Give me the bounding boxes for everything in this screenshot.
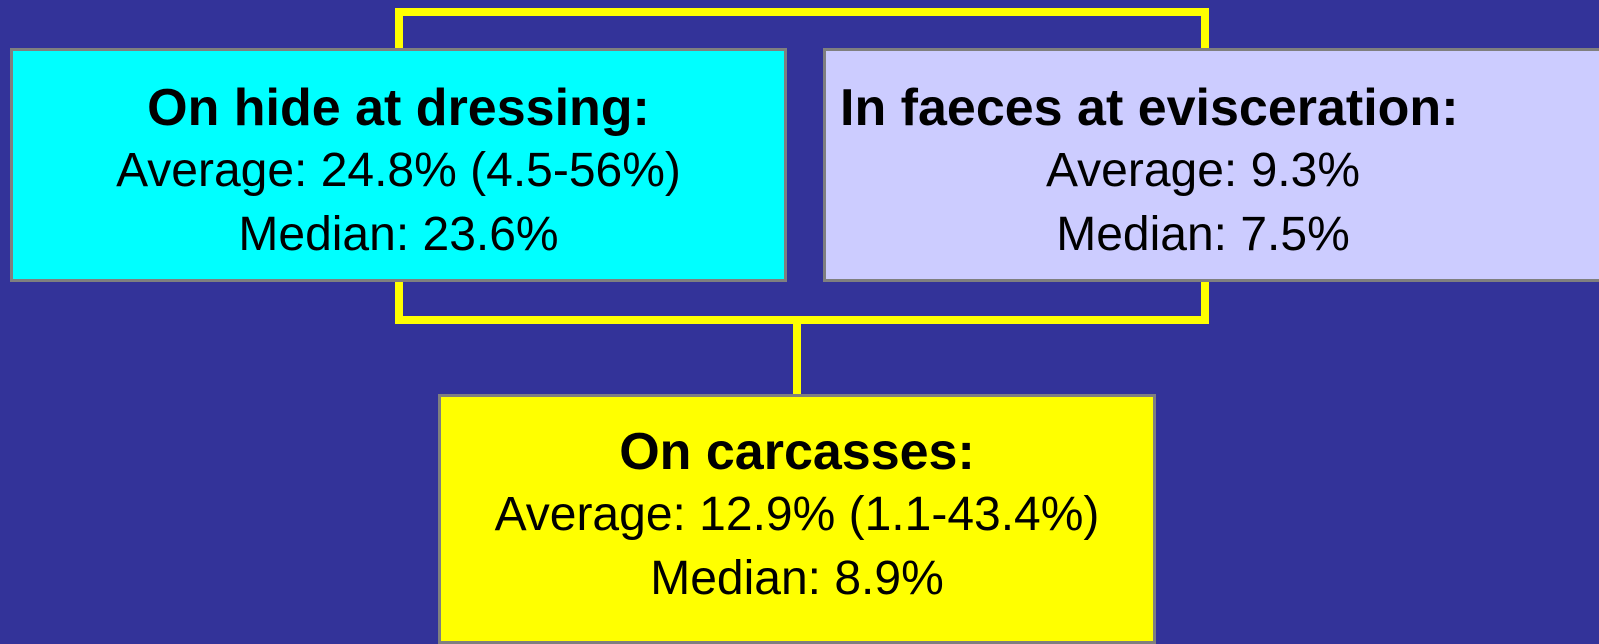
node-line: Average: 12.9% (1.1-43.4%) <box>494 488 1100 541</box>
top-connector <box>395 8 1209 50</box>
node-line: Average: 9.3% <box>1046 144 1360 197</box>
node-line: Median: 23.6% <box>238 208 559 261</box>
node-title: In faeces at evisceration: <box>840 79 1459 137</box>
node-box: In faeces at evisceration: Average: 9.3%… <box>823 48 1599 282</box>
node-line: Median: 7.5% <box>1056 208 1350 261</box>
node-box: On carcasses: Average: 12.9% (1.1-43.4%)… <box>438 394 1156 644</box>
bottom-connector <box>395 282 1209 324</box>
node-title: On hide at dressing: <box>147 79 650 137</box>
node-box: On hide at dressing: Average: 24.8% (4.5… <box>10 48 787 282</box>
node-line: Average: 24.8% (4.5-56%) <box>116 144 681 197</box>
node-title: On carcasses: <box>619 423 975 481</box>
node-line: Median: 8.9% <box>650 552 944 605</box>
